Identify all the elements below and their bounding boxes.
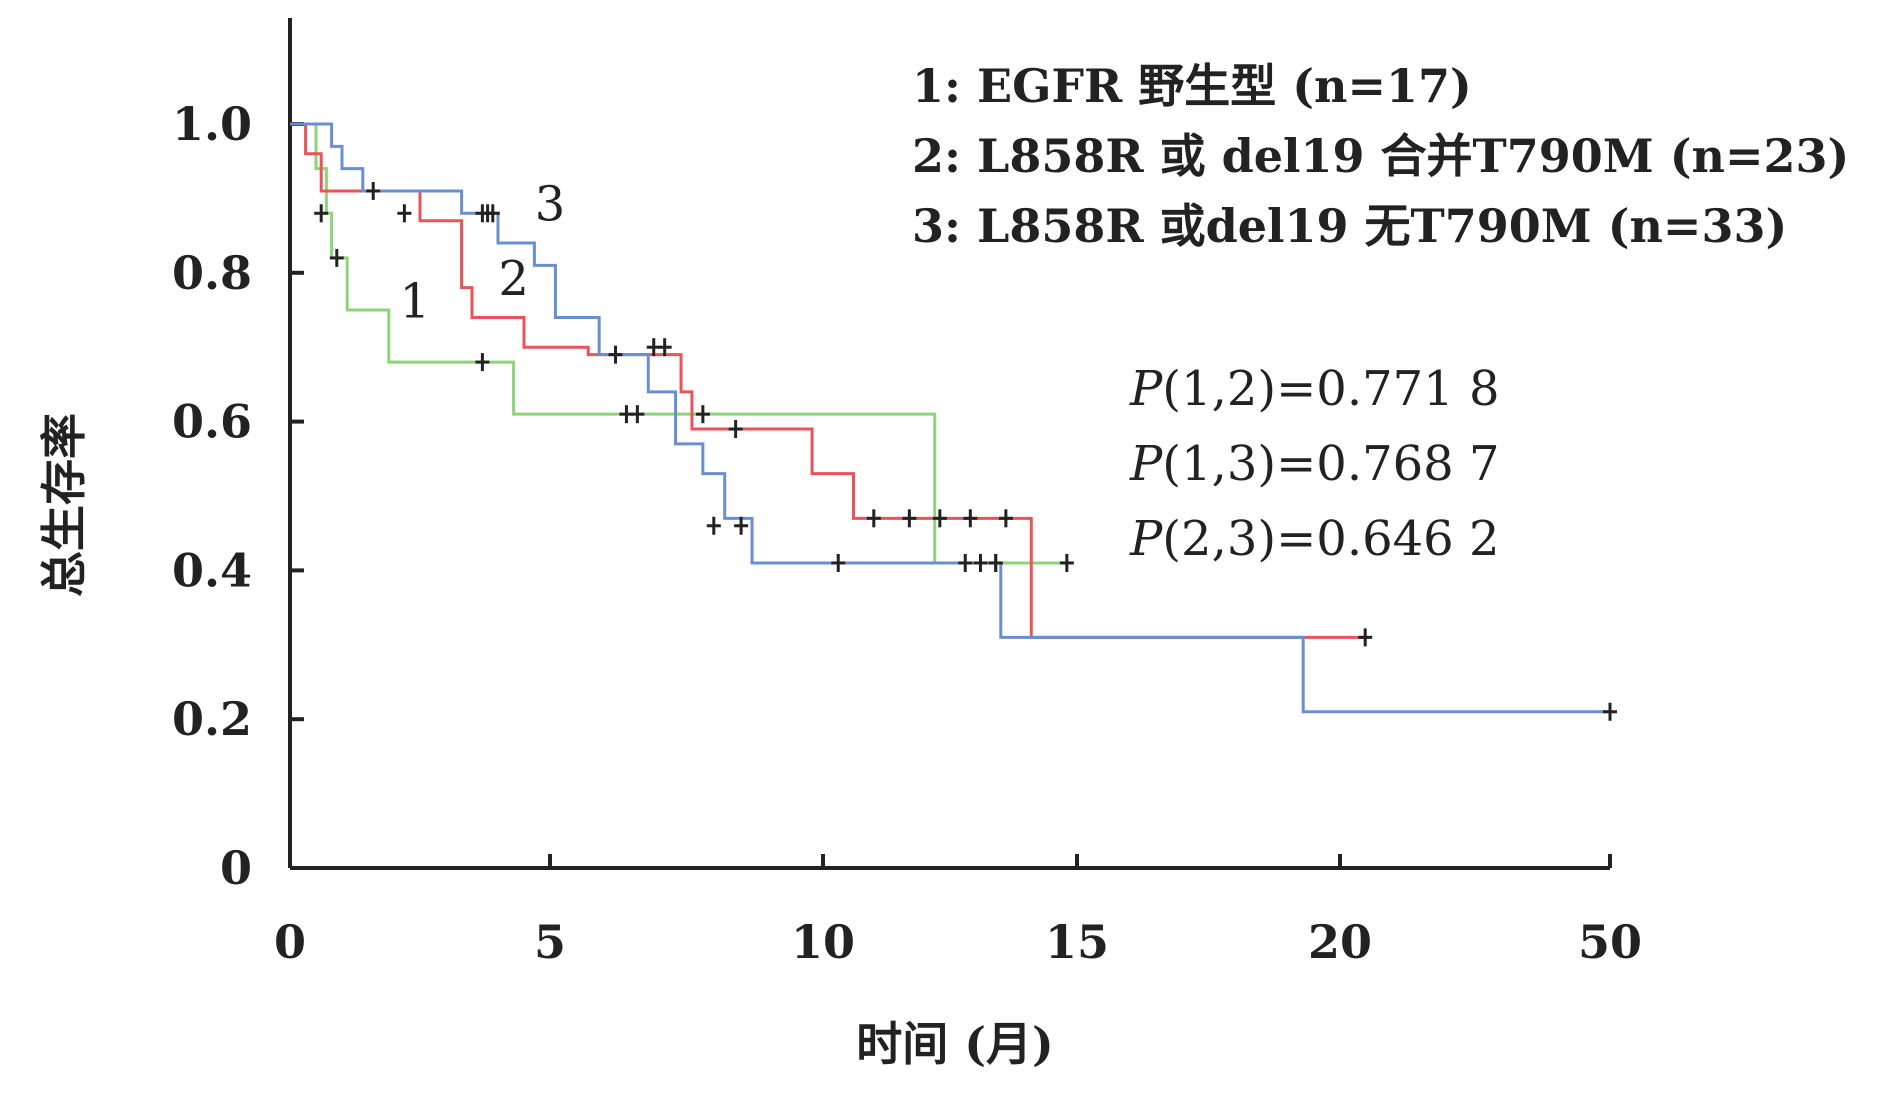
censor-mark	[734, 516, 749, 535]
series-2-line	[290, 122, 1366, 639]
y-axis-title: 总生存率	[37, 413, 91, 597]
legend: 1: EGFR 野生型 (n=17) 2: L858R 或 del19 合并T79…	[912, 59, 1849, 253]
censor-mark	[1603, 702, 1617, 721]
x-tick-label: 15	[1045, 915, 1109, 969]
series	[290, 122, 1610, 714]
series-2-label: 2	[498, 251, 529, 307]
censor-mark	[695, 405, 710, 424]
censor-mark	[706, 516, 721, 535]
censor-mark	[366, 181, 381, 200]
censor-mark	[973, 553, 988, 572]
axes	[288, 18, 1610, 870]
censor-mark	[963, 509, 978, 528]
y-tick-label: 0.2	[172, 692, 252, 746]
series-1-label: 1	[400, 273, 431, 329]
y-tick-label: 1.0	[172, 97, 252, 151]
legend-entry: 1: EGFR 野生型 (n=17)	[912, 59, 1472, 113]
legend-entry: 2: L858R 或 del19 合并T790M (n=23)	[912, 129, 1849, 183]
series-3-line	[290, 122, 1610, 714]
censor-marks	[314, 181, 1617, 721]
p-value: P(1,2)=0.771 8	[1129, 361, 1500, 417]
censor-mark	[988, 553, 1003, 572]
censor-mark	[314, 204, 329, 223]
x-tick-label: 0	[274, 915, 306, 969]
y-tick-label: 0.6	[172, 395, 252, 449]
censor-mark	[485, 204, 500, 223]
x-tick-label: 5	[534, 915, 566, 969]
censor-mark	[958, 553, 973, 572]
legend-entry: 3: L858R 或del19 无T790M (n=33)	[912, 199, 1787, 253]
censor-mark	[475, 353, 490, 372]
p-value: P(2,3)=0.646 2	[1129, 511, 1500, 567]
censor-mark	[1358, 628, 1373, 647]
x-tick-label: 20	[1308, 915, 1372, 969]
censor-mark	[397, 204, 412, 223]
p-values: P(1,2)=0.771 8 P(1,3)=0.768 7 P(2,3)=0.646…	[1129, 361, 1500, 567]
censor-mark	[630, 405, 645, 424]
p-value: P(1,3)=0.768 7	[1129, 436, 1500, 492]
censor-mark	[831, 553, 846, 572]
y-tick-label: 0.4	[172, 543, 252, 597]
y-tick-label: 0.8	[172, 246, 252, 300]
y-ticks: 0 0.2 0.4 0.6 0.8 1.0	[172, 97, 304, 895]
y-tick-label: 0	[220, 841, 252, 895]
censor-mark	[998, 509, 1013, 528]
censor-mark	[902, 509, 917, 528]
x-tick-label: 50	[1578, 915, 1642, 969]
x-ticks: 0 5 10 15 20 50	[274, 854, 1642, 969]
series-3-label: 3	[535, 177, 566, 233]
censor-mark	[329, 248, 344, 267]
curve-labels: 1 23	[400, 177, 566, 330]
x-axis-title: 时间 (月)	[856, 1017, 1054, 1071]
censor-mark	[608, 345, 623, 364]
censor-mark	[932, 509, 947, 528]
censor-mark	[657, 338, 672, 357]
censor-mark	[728, 420, 743, 439]
x-tick-label: 10	[791, 915, 855, 969]
censor-mark	[1059, 553, 1074, 572]
censor-mark	[866, 509, 881, 528]
